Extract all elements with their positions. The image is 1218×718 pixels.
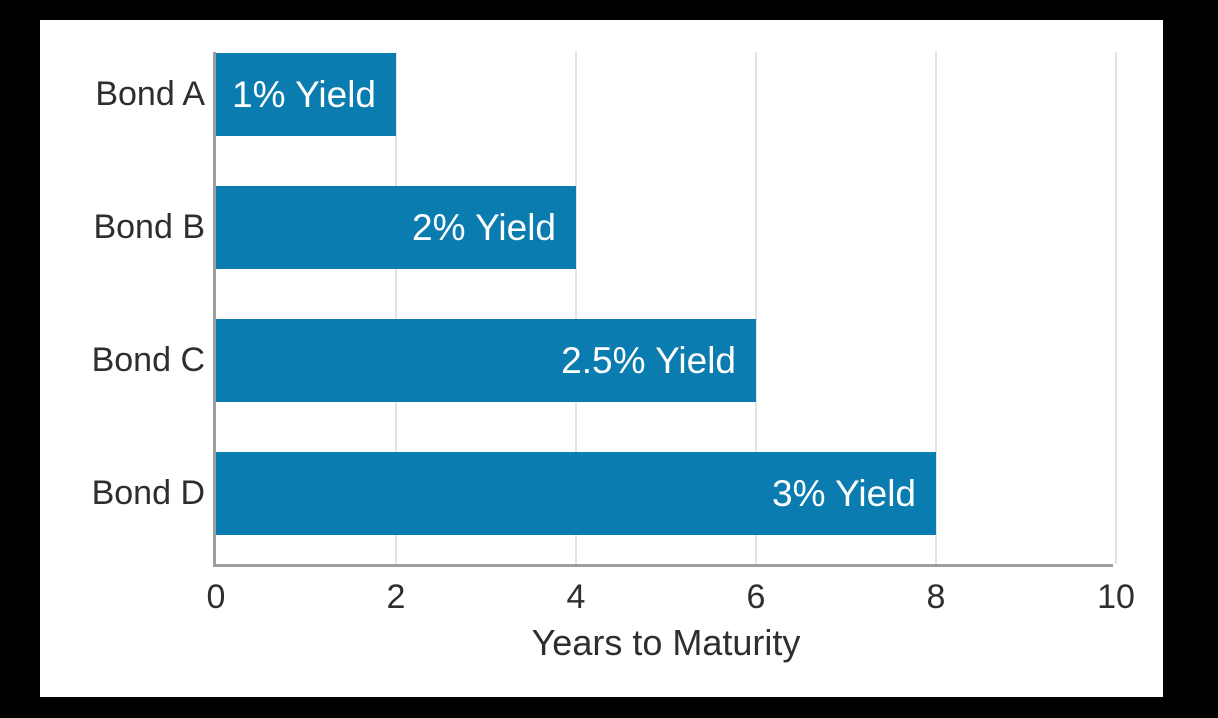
x-tick-label: 2 <box>386 578 406 616</box>
category-label: Bond C <box>91 341 205 379</box>
bar: 1% Yield <box>216 53 396 136</box>
bar-value-label: 2% Yield <box>412 207 556 248</box>
gridline <box>755 52 757 564</box>
bar: 2% Yield <box>216 186 576 269</box>
x-tick-label: 8 <box>926 578 946 616</box>
y-axis-category-labels: Bond A Bond B Bond C Bond D <box>40 52 205 567</box>
gridline <box>935 52 937 564</box>
plot-area: 1% Yield 2% Yield 2.5% Yield 3% Yield <box>213 52 1117 567</box>
category-label: Bond A <box>95 75 205 113</box>
bar: 3% Yield <box>216 452 936 535</box>
category-label: Bond D <box>91 474 205 512</box>
x-tick-label: 0 <box>206 578 226 616</box>
x-tick-label: 6 <box>746 578 766 616</box>
x-axis-tick-labels: 0 2 4 6 8 10 <box>207 578 1135 618</box>
gridline <box>395 52 397 564</box>
chart-panel: 1% Yield 2% Yield 2.5% Yield 3% Yield Bond … <box>40 20 1163 697</box>
bar-value-label: 2.5% Yield <box>561 340 736 381</box>
gridline <box>1115 52 1117 564</box>
x-tick-label: 10 <box>1097 578 1135 616</box>
bar-value-label: 3% Yield <box>772 473 916 514</box>
gridline <box>575 52 577 564</box>
x-tick-label: 4 <box>566 578 586 616</box>
x-axis-title: Years to Maturity <box>531 622 801 663</box>
category-label: Bond B <box>93 208 205 246</box>
bar-value-label: 1% Yield <box>232 74 376 115</box>
bar: 2.5% Yield <box>216 319 756 402</box>
